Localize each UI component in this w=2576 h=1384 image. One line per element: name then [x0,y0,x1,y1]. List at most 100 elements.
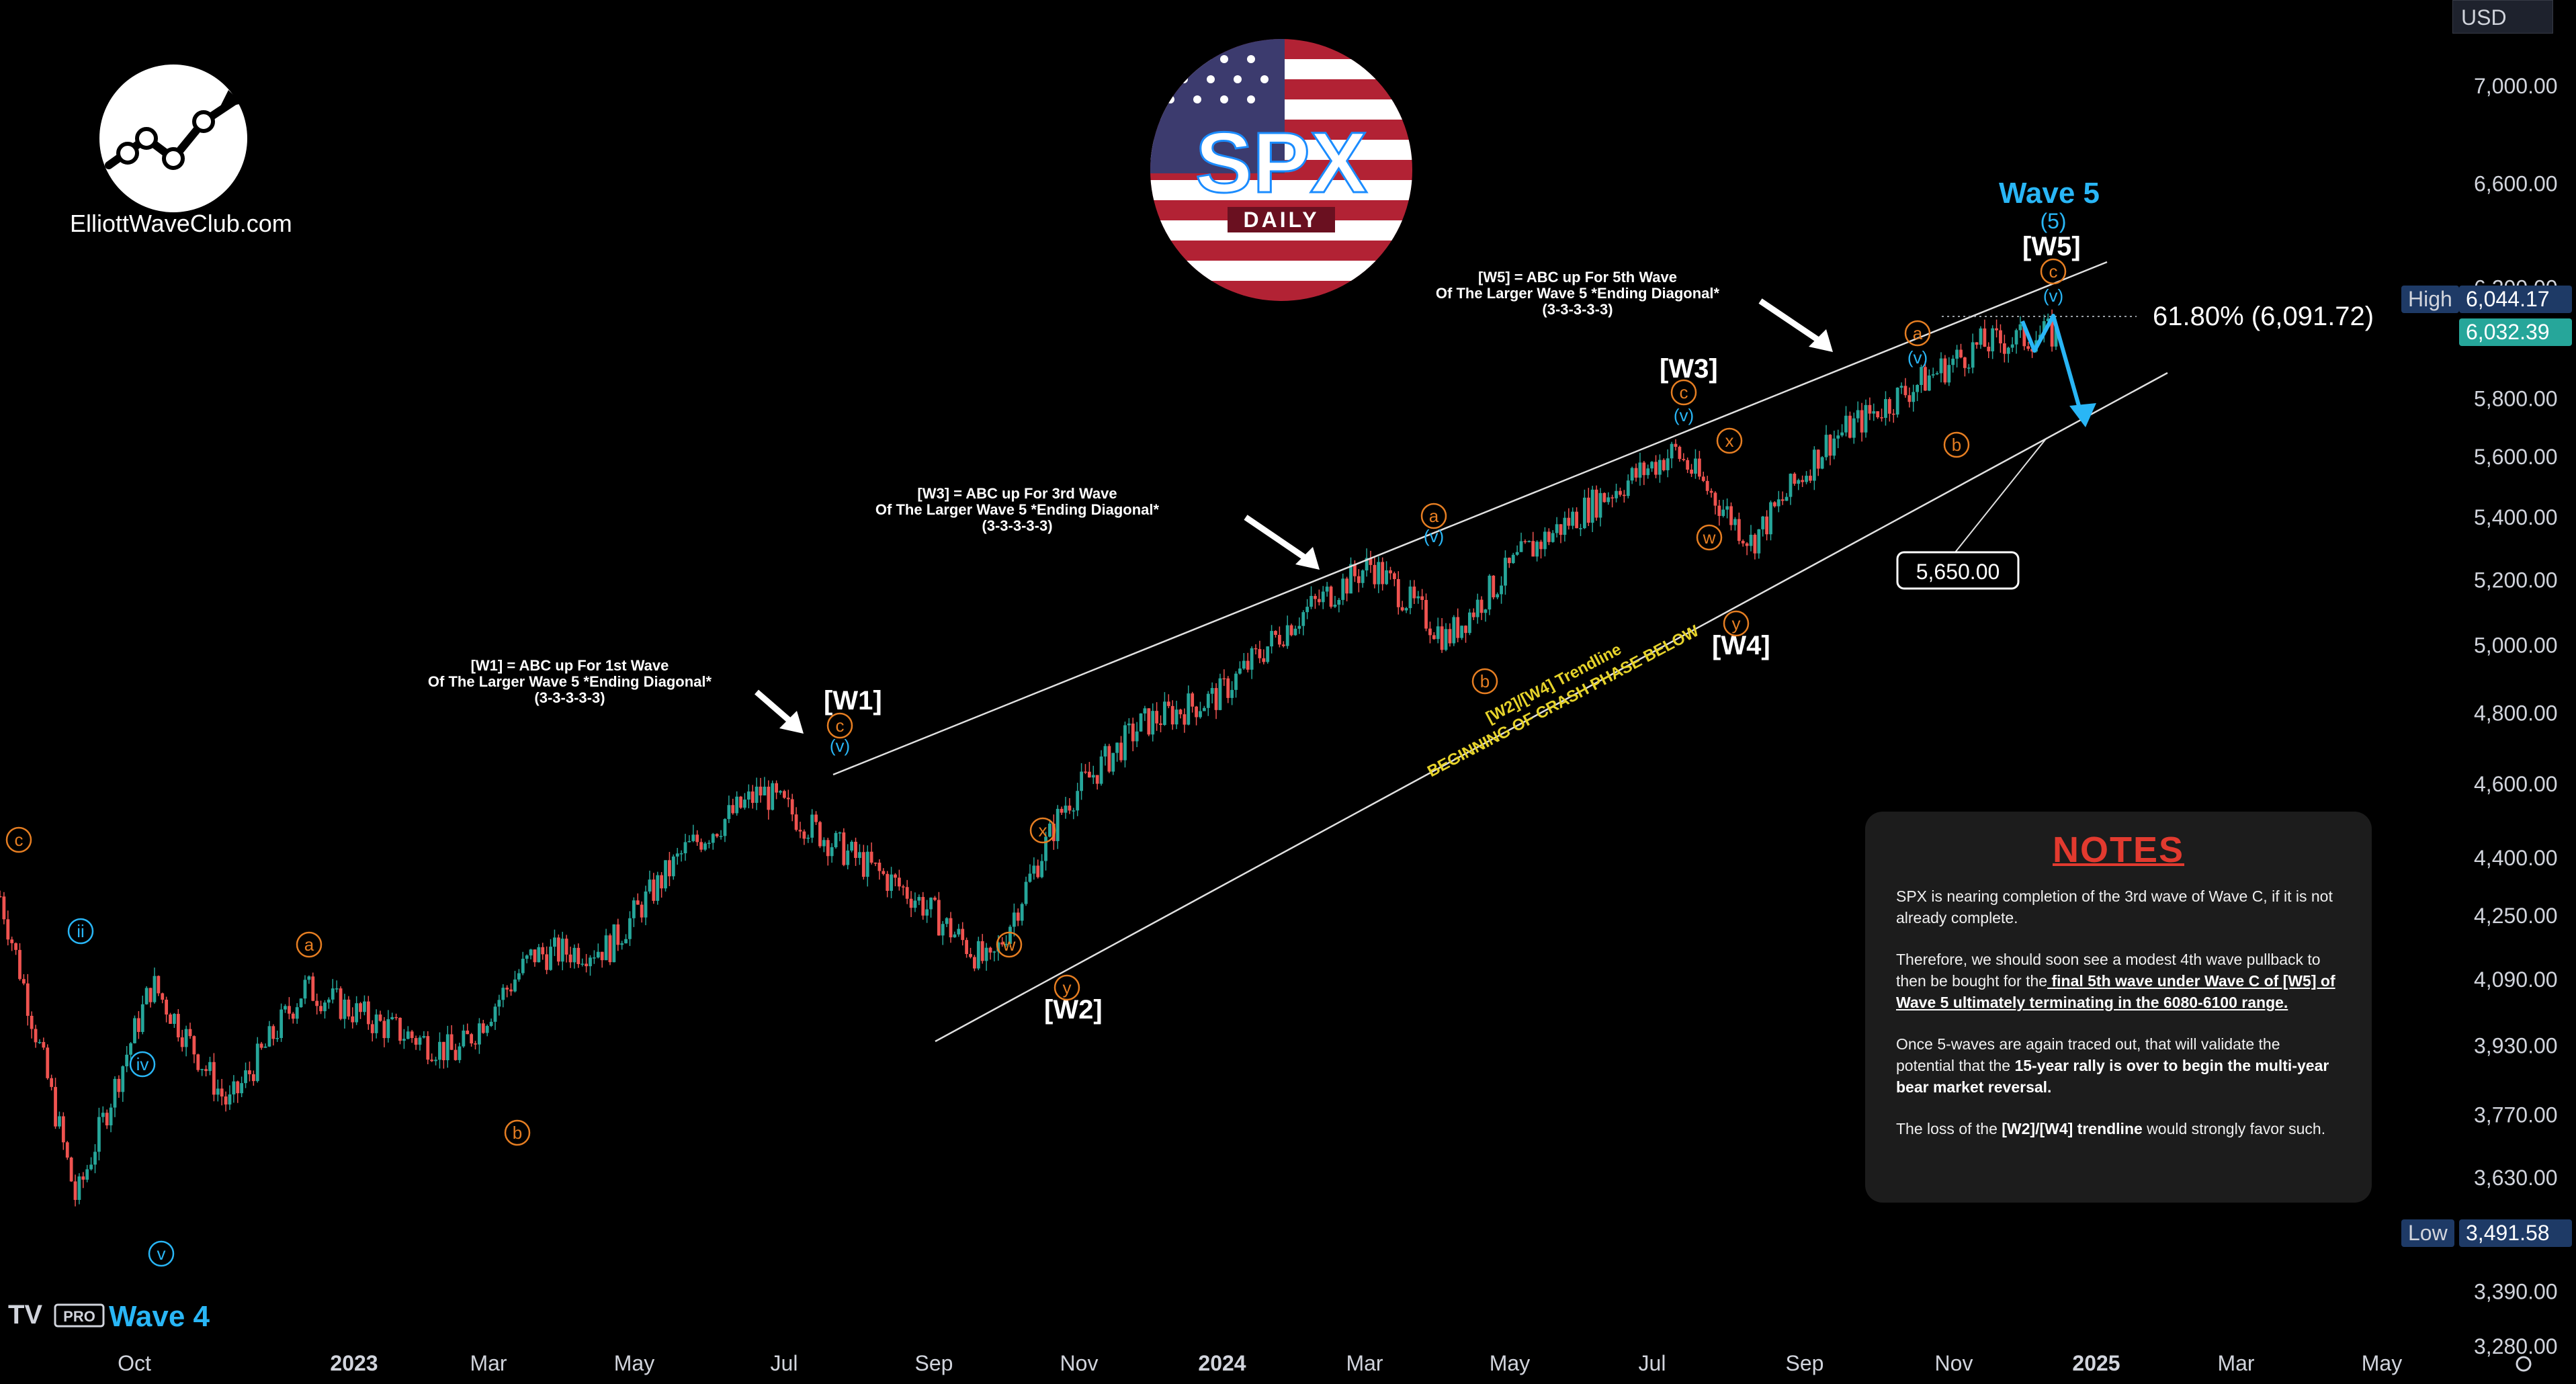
candle-body [596,951,600,958]
candle-body [188,1029,192,1037]
y-tick-label: 6,600.00 [2474,172,2558,196]
w1-label: [W1] [824,686,882,716]
candle-body [1674,443,1678,447]
candle-body [1424,599,1428,629]
candle-body [335,988,339,990]
wave-marker-circle [1943,431,1970,458]
tv-mark-icon: TV [8,1300,42,1330]
candle-body [216,1088,220,1095]
target-box [1896,551,2020,590]
candle-body [973,957,976,969]
candle-body [1230,689,1234,698]
wave-note-line: (3-3-3-3-3) [982,517,1052,534]
candle-body [1353,564,1357,576]
wave-marker: (v) [1424,526,1444,546]
candle-body [901,886,905,888]
candle-body [26,983,30,1016]
candle-body [996,942,1000,952]
candle-body [1634,468,1638,478]
candle-body [1195,706,1198,718]
candle-body [616,924,620,945]
w2-w4-trendline[interactable] [935,372,2168,1043]
candle-body [1539,542,1543,550]
candle-body [1301,612,1305,626]
candle-body [1381,562,1385,585]
candle-body [65,1142,69,1158]
y-tick-label: 7,000.00 [2474,74,2558,98]
x-tick-label: Jul [771,1351,798,1375]
candle-body [307,976,311,980]
wave-note-line: (3-3-3-3-3) [1542,301,1613,318]
candle-body [323,1002,327,1012]
candle-body [1531,541,1535,557]
candle-body [430,1059,434,1062]
candle-body [1377,562,1381,585]
candle-body [1551,533,1555,542]
candle-body [1155,711,1159,724]
candle-body [763,786,767,795]
candle-body [434,1059,437,1062]
candle-body [767,786,771,810]
y-tick-label: 4,090.00 [2474,967,2558,992]
candle-body [1234,673,1238,690]
candle-body [2022,324,2026,347]
w5-label: [W5] [2022,232,2081,261]
y-tick-label: 4,400.00 [2474,846,2558,870]
wave-marker: v [157,1244,166,1264]
candle-body [1504,558,1507,586]
candle-body [89,1164,93,1170]
candle-body [1615,490,1618,499]
candle-body [1999,330,2002,344]
y-tick-label: 4,800.00 [2474,701,2558,726]
y-tick-label: 3,630.00 [2474,1166,2558,1190]
candle-body [366,1001,370,1025]
candle-body [941,924,945,936]
candle-body [1801,480,1805,482]
candle-body [271,1026,275,1039]
elliottwave-logo [99,64,247,212]
notes-paragraph-2: Therefore, we should soon see a modest 4… [1896,949,2341,1013]
wave-marker: y [1732,613,1741,634]
candle-body [1187,693,1191,725]
y-tick-label: 4,250.00 [2474,904,2558,928]
candle-body [69,1157,73,1182]
candle-body [30,1015,34,1029]
candle-body [1361,570,1365,583]
settings-gear-icon[interactable] [2516,1356,2532,1372]
currency-selector[interactable]: USD [2452,0,2553,34]
pointer-arrow-icon [1758,298,1828,348]
candle-body [406,1031,410,1039]
candle-body [858,852,861,858]
candle-body [1666,458,1670,470]
candle-body [2050,318,2054,347]
candle-body [418,1037,422,1045]
candle-body [77,1176,81,1201]
candle-body [220,1088,224,1097]
candle-body [370,1024,374,1033]
pointer-arrowhead-icon [1809,329,1833,352]
candle-body [347,999,351,1017]
candle-body [1967,367,1971,369]
x-tick-label: Nov [1060,1351,1099,1375]
candle-body [1622,494,1626,496]
candle-body [668,860,671,877]
candle-body [2010,344,2014,348]
candle-body [133,1018,136,1043]
candle-body [671,856,675,877]
candle-body [1713,492,1717,506]
candle-body [735,796,739,814]
candle-body [1365,558,1369,571]
candle-body [470,1034,474,1044]
upper-channel-line[interactable] [832,261,2108,776]
candle-body [814,814,818,822]
candle-body [1448,629,1452,644]
wave-marker: b [1480,671,1490,691]
candle-body [1119,742,1123,761]
candle-body [529,949,533,956]
candle-body [1611,497,1615,499]
candle-body [1044,836,1047,861]
candle-body [1626,480,1630,496]
candle-body [509,989,513,992]
candle-body [93,1152,97,1165]
